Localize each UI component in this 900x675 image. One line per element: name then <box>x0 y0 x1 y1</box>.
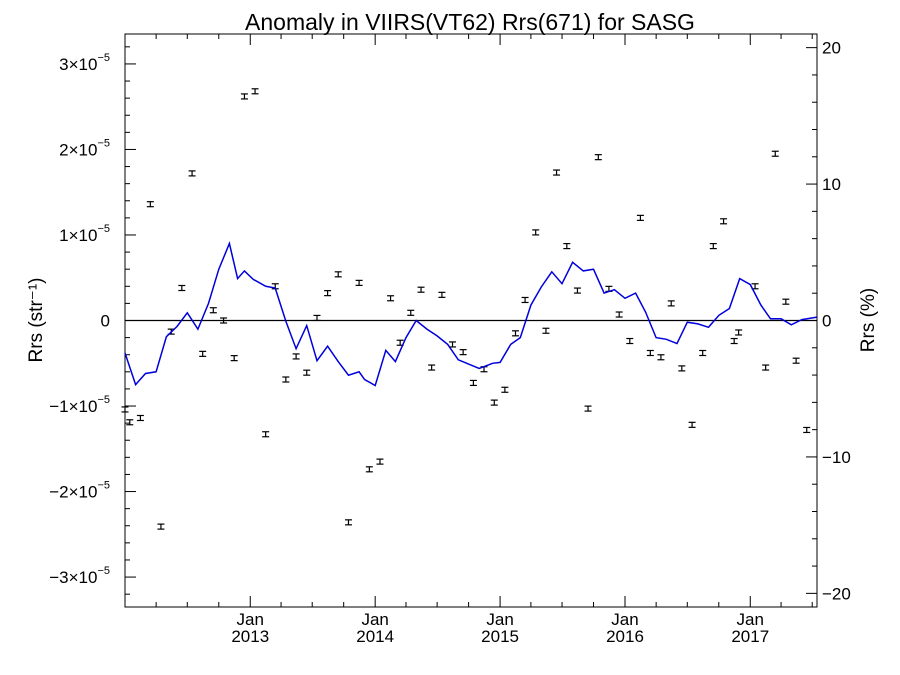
right-tick-label: 20 <box>822 39 841 58</box>
data-point <box>387 295 395 302</box>
right-axis-label: Rrs (%) <box>858 288 879 352</box>
data-point <box>626 337 634 345</box>
data-point <box>792 357 800 364</box>
data-point <box>344 519 352 526</box>
data-point <box>438 291 446 298</box>
data-point <box>646 349 654 357</box>
data-point <box>709 242 717 250</box>
chart-title: Anomaly in VIIRS(VT62) Rrs(671) for SASG <box>245 9 695 35</box>
data-point <box>771 150 779 157</box>
data-point <box>136 414 144 422</box>
data-point <box>584 405 592 412</box>
left-tick-label: 0 <box>101 312 110 331</box>
data-point <box>573 287 581 294</box>
data-point <box>303 369 311 376</box>
data-point <box>678 365 686 372</box>
data-point <box>126 419 134 426</box>
right-tick-label: 0 <box>822 312 831 331</box>
left-tick-label: −2×10−5 <box>49 480 110 502</box>
x-tick-month: Jan <box>611 610 638 629</box>
data-point <box>699 349 707 357</box>
data-point <box>292 353 300 360</box>
data-point <box>521 296 529 304</box>
data-point <box>428 364 436 371</box>
x-tick-month: Jan <box>737 610 764 629</box>
x-tick-year: 2013 <box>231 627 269 646</box>
data-point <box>220 317 228 324</box>
data-point <box>563 242 571 250</box>
data-point <box>735 329 743 336</box>
data-point <box>334 271 342 278</box>
data-point <box>490 399 498 406</box>
data-point <box>615 311 623 318</box>
data-point <box>553 169 561 176</box>
data-point <box>657 354 665 361</box>
data-point <box>417 286 425 293</box>
data-point <box>501 386 509 393</box>
right-tick-label: 10 <box>822 175 841 194</box>
left-tick-label: −1×10−5 <box>49 394 110 416</box>
left-tick-label: 2×10−5 <box>59 137 110 159</box>
data-point <box>667 300 675 307</box>
data-point <box>324 290 332 297</box>
data-point <box>209 307 217 314</box>
data-point <box>636 214 644 221</box>
left-y-axis: −3×10−5 −2×10−5 −1×10−5 0 1×10−5 2×10−5 3×10−5 <box>49 46 136 595</box>
data-point <box>313 314 321 322</box>
data-point <box>157 523 165 530</box>
data-point <box>459 349 467 356</box>
x-tick-month: Jan <box>237 610 264 629</box>
data-point <box>782 298 790 305</box>
data-point <box>594 154 602 161</box>
x-tick-year: 2015 <box>481 627 519 646</box>
data-point <box>240 93 248 100</box>
left-tick-label: −3×10−5 <box>49 565 110 587</box>
data-point <box>407 309 415 316</box>
data-point <box>762 364 770 371</box>
x-tick-year: 2016 <box>606 627 644 646</box>
data-point <box>282 376 290 383</box>
right-tick-label: −20 <box>822 584 851 603</box>
data-point <box>720 218 728 225</box>
x-tick-month: Jan <box>486 610 513 629</box>
data-point <box>121 406 129 413</box>
data-point <box>230 355 238 362</box>
x-tick-year: 2014 <box>356 627 394 646</box>
left-axis-label: Rrs (str⁻¹) <box>26 278 47 363</box>
left-tick-label: 3×10−5 <box>59 52 110 74</box>
data-point <box>376 458 384 465</box>
data-point <box>188 170 196 177</box>
x-tick-month: Jan <box>361 610 388 629</box>
data-point <box>469 379 477 387</box>
data-point <box>146 201 154 208</box>
right-tick-label: −10 <box>822 448 851 467</box>
data-point <box>688 421 696 428</box>
data-point <box>365 466 373 473</box>
trend-line <box>124 241 818 387</box>
data-point <box>178 284 186 292</box>
data-point <box>199 350 207 357</box>
data-point <box>532 229 540 236</box>
data-point <box>355 279 363 286</box>
data-point <box>730 337 738 345</box>
left-tick-label: 1×10−5 <box>59 223 110 245</box>
anomaly-points <box>121 88 811 530</box>
data-point <box>803 426 811 434</box>
data-point <box>262 431 270 438</box>
data-point <box>449 341 457 348</box>
data-point <box>511 330 519 337</box>
right-y-axis: −20 −10 0 10 20 <box>806 39 851 603</box>
x-tick-year: 2017 <box>731 627 769 646</box>
data-point <box>542 327 550 334</box>
data-point <box>251 88 259 95</box>
